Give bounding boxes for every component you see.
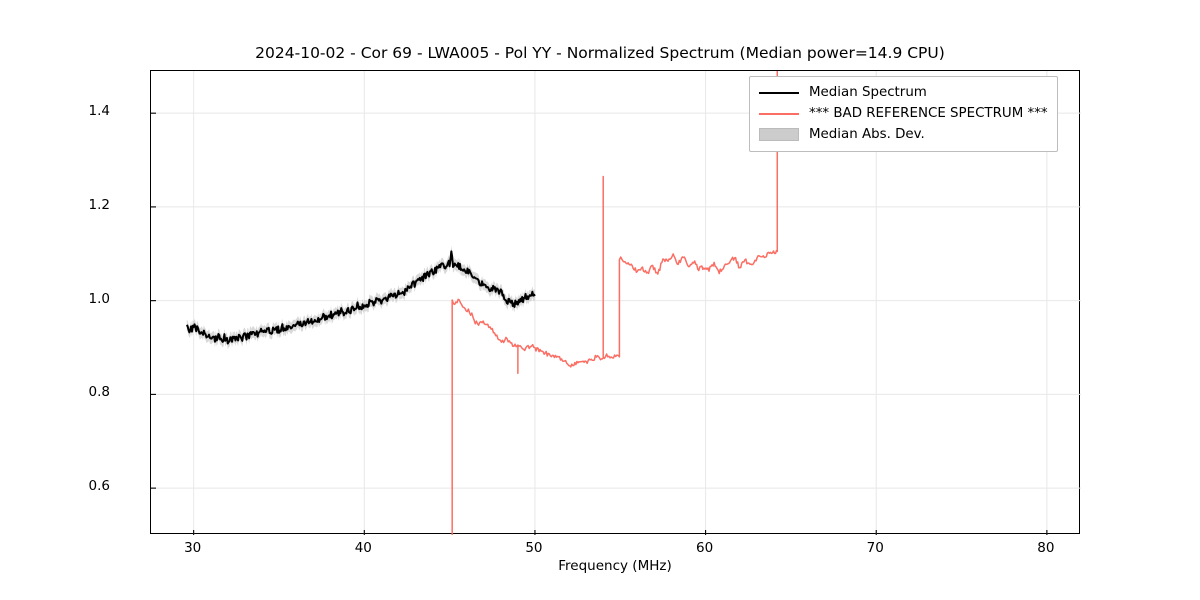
x-tick-label: 60 [695,540,714,556]
median-spectrum-line [185,250,536,345]
legend-item[interactable]: *** BAD REFERENCE SPECTRUM *** [759,103,1048,124]
x-axis-label: Frequency (MHz) [558,558,672,574]
median-abs-dev-area [186,245,535,350]
x-tick-label: 50 [525,540,543,556]
plot-svg [151,71,1081,535]
legend-patch-swatch [759,128,799,141]
y-tick-label: 0.8 [88,384,110,401]
y-tick-label: 1.0 [88,290,110,307]
legend-item[interactable]: Median Abs. Dev. [759,124,1048,145]
legend-line-swatch [759,86,799,100]
y-tick-label: 1.2 [88,196,110,213]
legend-label: *** BAD REFERENCE SPECTRUM *** [809,106,1048,121]
y-tick-label: 0.6 [88,478,110,495]
x-tick-label: 70 [866,540,884,556]
legend-label: Median Spectrum [809,85,927,100]
series-lines [185,71,779,535]
chart-legend[interactable]: Median Spectrum *** BAD REFERENCE SPECTRU… [749,76,1058,152]
y-tick-label: 1.4 [88,103,110,120]
bad-reference-spectrum-line [451,71,779,535]
gridlines [151,71,1081,535]
legend-line-swatch [759,107,799,121]
x-tick-label: 80 [1037,540,1055,556]
legend-label: Median Abs. Dev. [809,127,925,142]
median-abs-dev-band [186,245,535,350]
chart-title: 2024-10-02 - Cor 69 - LWA005 - Pol YY - … [255,44,945,62]
legend-item[interactable]: Median Spectrum [759,82,1048,103]
x-tick-label: 40 [354,540,372,556]
x-tick-label: 30 [184,540,202,556]
